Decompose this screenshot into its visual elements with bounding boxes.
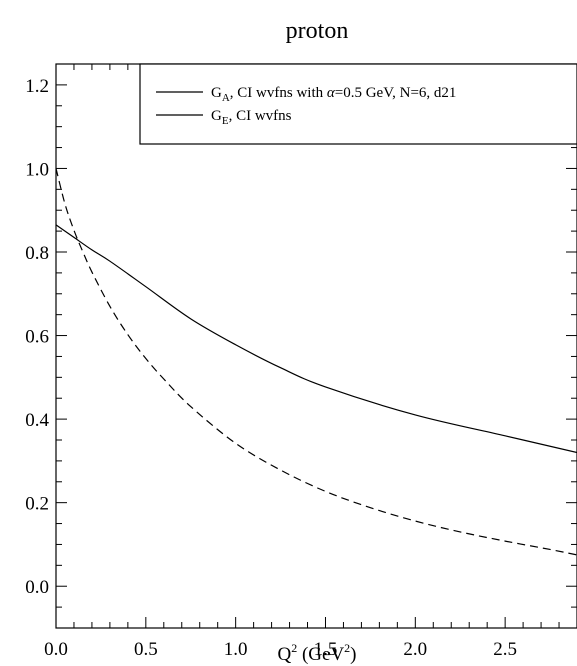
series-line-dashed: [55, 168, 577, 556]
y-tick-label: 1.0: [25, 159, 49, 180]
legend: GA, CI wvfns with α=0.5 GeV, N=6, d21GE,…: [139, 63, 577, 145]
x-label-sup: 2: [291, 641, 297, 655]
x-label-unit-close: ): [350, 644, 356, 665]
legend-symbol: G: [211, 108, 222, 124]
legend-entry: GA, CI wvfns with α=0.5 GeV, N=6, d21: [211, 85, 456, 104]
legend-box: [139, 63, 577, 145]
x-label-unit-sup: 2: [344, 641, 350, 655]
y-tick-label: 0.0: [25, 577, 49, 598]
ticks-layer: 0.0 0.5 1.0 1.5 2.0 2.5 0.0 0.2 0.4 0.6 0.8 1.0 1.2: [25, 63, 577, 660]
y-tick-label: 0.2: [25, 494, 49, 515]
legend-subscript: E: [222, 115, 229, 127]
y-tick-label: 1.2: [25, 76, 49, 97]
series-line-solid: [55, 224, 577, 454]
y-tick-label: 0.8: [25, 243, 49, 264]
y-tick-label: 0.4: [25, 410, 49, 431]
legend-entry: GE, CI wvfns: [211, 108, 292, 127]
y-tick-label: 0.6: [25, 327, 49, 348]
x-tick-label: 2.5: [493, 639, 517, 660]
legend-text: , CI wvfns with: [230, 85, 327, 101]
x-axis-label-text: Q2 (GeV2): [277, 641, 356, 665]
x-tick-label: 1.0: [224, 639, 248, 660]
x-tick-label: 2.0: [403, 639, 427, 660]
x-tick-label: 1.5: [314, 639, 338, 660]
x-label-unit: (GeV: [297, 644, 344, 665]
chart-title: proton: [286, 18, 349, 44]
plot-frame: [55, 63, 577, 629]
legend-text: , CI wvfns: [229, 108, 292, 124]
legend-greek: α: [327, 85, 336, 101]
legend-text-post: =0.5 GeV, N=6, d21: [335, 85, 457, 101]
legend-symbol: G: [211, 85, 222, 101]
x-tick-label: 0.0: [44, 639, 68, 660]
legend-subscript: A: [222, 92, 230, 104]
x-tick-label: 0.5: [134, 639, 158, 660]
x-label-base: Q: [277, 644, 291, 665]
x-axis-label: Q2 (GeV2): [277, 641, 356, 665]
series-layer: [55, 168, 577, 556]
